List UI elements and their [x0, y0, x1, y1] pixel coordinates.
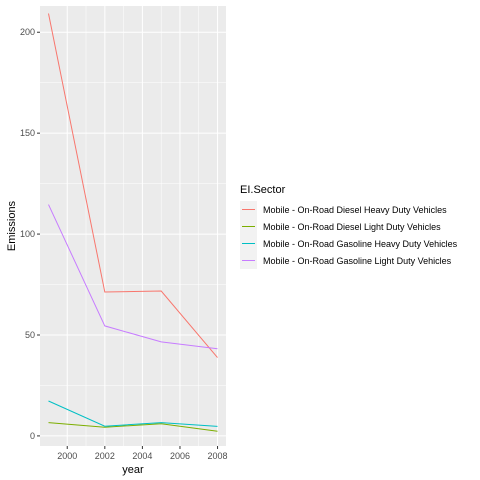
x-axis-title: year	[122, 464, 144, 476]
x-tick-label: 2008	[208, 451, 228, 461]
legend-items: Mobile - On-Road Diesel Heavy Duty Vehic…	[240, 201, 458, 269]
x-axis: 2000 2002 2004 2006 2008	[57, 446, 228, 461]
series-line-1	[48, 13, 218, 358]
y-axis-title: Emissions	[6, 200, 18, 251]
x-tick-label: 2004	[132, 451, 152, 461]
y-tick-label: 200	[20, 27, 35, 37]
series-lines	[48, 13, 218, 432]
legend-title: EI.Sector	[240, 184, 286, 196]
series-line-4	[48, 204, 218, 350]
y-tick-label: 0	[30, 431, 35, 441]
x-tick-label: 2002	[95, 451, 115, 461]
y-tick-label: 50	[25, 330, 35, 340]
series-line-2	[48, 422, 218, 432]
series-line-3	[48, 400, 218, 427]
x-tick-label: 2006	[170, 451, 190, 461]
minor-gridlines	[40, 6, 226, 446]
y-tick-label: 150	[20, 128, 35, 138]
legend-label: Mobile - On-Road Gasoline Light Duty Veh…	[263, 256, 452, 266]
major-gridlines	[40, 6, 226, 446]
legend: EI.Sector Mobile - On-Road Diesel Heavy …	[240, 184, 458, 269]
plot-panel	[40, 6, 226, 446]
x-tick-label: 2000	[57, 451, 77, 461]
y-axis: 0 50 100 150 200	[20, 27, 40, 441]
y-tick-label: 100	[20, 229, 35, 239]
legend-label: Mobile - On-Road Gasoline Heavy Duty Veh…	[263, 239, 458, 249]
legend-label: Mobile - On-Road Diesel Heavy Duty Vehic…	[263, 205, 447, 215]
legend-label: Mobile - On-Road Diesel Light Duty Vehic…	[263, 222, 441, 232]
